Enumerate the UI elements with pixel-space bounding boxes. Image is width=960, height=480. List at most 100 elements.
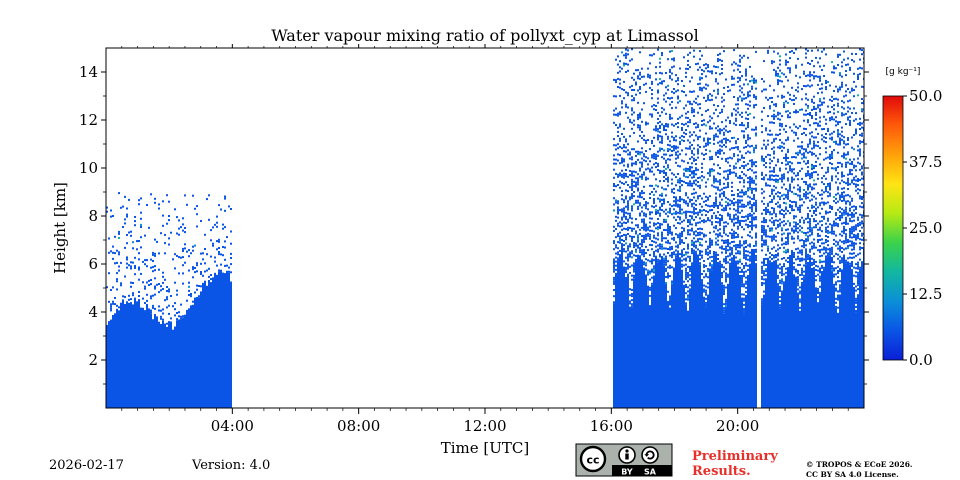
heatmap-cell <box>819 245 821 247</box>
heatmap-cell <box>857 145 859 148</box>
heatmap-cell <box>859 268 861 271</box>
heatmap-cell <box>709 219 711 222</box>
heatmap-cell <box>697 62 699 65</box>
heatmap-cell <box>625 211 627 214</box>
heatmap-cell <box>819 147 821 150</box>
heatmap-cell <box>653 269 655 272</box>
heatmap-cell <box>631 205 633 208</box>
heatmap-cell <box>641 177 643 180</box>
heatmap-cell <box>683 172 685 175</box>
heatmap-cell <box>112 286 114 289</box>
heatmap-cell <box>645 168 647 171</box>
heatmap-cell <box>633 266 635 269</box>
heatmap-cell <box>715 108 717 111</box>
heatmap-cell <box>717 243 719 246</box>
heatmap-cell <box>797 86 799 89</box>
heatmap-cell <box>785 212 787 215</box>
heatmap-cell <box>731 220 733 223</box>
heatmap-cell <box>725 268 727 271</box>
heatmap-cell <box>625 271 627 273</box>
heatmap-cell <box>230 252 232 255</box>
heatmap-cell <box>799 108 801 111</box>
heatmap-cell <box>689 102 691 105</box>
heatmap-cell <box>797 206 799 209</box>
heatmap-column <box>771 262 773 408</box>
heatmap-cell <box>797 251 799 254</box>
heatmap-cell <box>615 260 617 263</box>
heatmap-cell <box>625 140 627 143</box>
heatmap-cell <box>701 244 703 247</box>
heatmap-cell <box>661 243 663 246</box>
heatmap-cell <box>679 181 681 184</box>
heatmap-cell <box>787 197 789 200</box>
heatmap-cell <box>665 86 667 89</box>
heatmap-cell <box>679 218 681 221</box>
heatmap-cell <box>645 178 647 181</box>
heatmap-cell <box>178 233 180 236</box>
heatmap-cell <box>771 62 773 65</box>
heatmap-cell <box>747 217 749 220</box>
heatmap-cell <box>623 201 625 204</box>
heatmap-column <box>727 283 729 408</box>
heatmap-cell <box>643 75 645 78</box>
heatmap-cell <box>651 240 653 242</box>
heatmap-cell <box>673 204 675 207</box>
heatmap-cell <box>721 235 723 238</box>
preliminary-line-1: Preliminary <box>692 449 778 464</box>
heatmap-cell <box>723 105 725 108</box>
heatmap-cell <box>729 215 731 218</box>
heatmap-cell <box>837 272 839 274</box>
heatmap-cell <box>841 65 843 68</box>
heatmap-cell <box>781 162 783 164</box>
heatmap-cell <box>835 116 837 119</box>
heatmap-cell <box>729 203 731 206</box>
heatmap-cell <box>663 149 665 152</box>
heatmap-cell <box>617 159 619 162</box>
heatmap-cell <box>777 266 779 269</box>
heatmap-cell <box>761 300 763 303</box>
heatmap-cell <box>853 256 855 259</box>
heatmap-cell <box>717 66 719 69</box>
heatmap-cell <box>627 218 629 221</box>
heatmap-cell <box>216 264 218 267</box>
heatmap-cell <box>849 244 851 247</box>
heatmap-cell <box>751 187 753 190</box>
heatmap-cell <box>625 111 627 114</box>
heatmap-cell <box>649 168 651 171</box>
heatmap-cell <box>829 145 831 148</box>
heatmap-cell <box>847 153 849 156</box>
heatmap-cell <box>797 247 799 250</box>
heatmap-cell <box>859 150 861 153</box>
heatmap-cell <box>817 132 819 135</box>
heatmap-column <box>122 299 124 408</box>
heatmap-cell <box>126 266 128 269</box>
heatmap-cell <box>639 232 641 235</box>
heatmap-cell <box>747 122 749 124</box>
heatmap-cell <box>777 205 779 208</box>
heatmap-cell <box>154 287 156 290</box>
heatmap-cell <box>621 133 623 135</box>
heatmap-cell <box>695 240 697 243</box>
heatmap-cell <box>829 253 831 256</box>
heatmap-cell <box>665 194 667 197</box>
heatmap-cell <box>621 169 623 172</box>
heatmap-cell <box>623 221 625 224</box>
heatmap-cell <box>769 129 771 132</box>
heatmap-cell <box>723 242 725 244</box>
heatmap-cell <box>773 224 775 226</box>
heatmap-cell <box>843 156 845 159</box>
heatmap-cell <box>146 293 148 296</box>
heatmap-cell <box>773 234 775 237</box>
heatmap-cell <box>837 123 839 126</box>
heatmap-cell <box>685 67 687 70</box>
heatmap-cell <box>725 178 727 181</box>
heatmap-cell <box>785 100 787 103</box>
heatmap-cell <box>809 112 811 114</box>
heatmap-cell <box>631 189 633 191</box>
heatmap-cell <box>761 157 763 160</box>
heatmap-cell <box>725 145 727 148</box>
heatmap-cell <box>765 127 767 130</box>
heatmap-cell <box>659 255 661 258</box>
heatmap-cell <box>839 239 841 242</box>
heatmap-cell <box>817 61 819 64</box>
